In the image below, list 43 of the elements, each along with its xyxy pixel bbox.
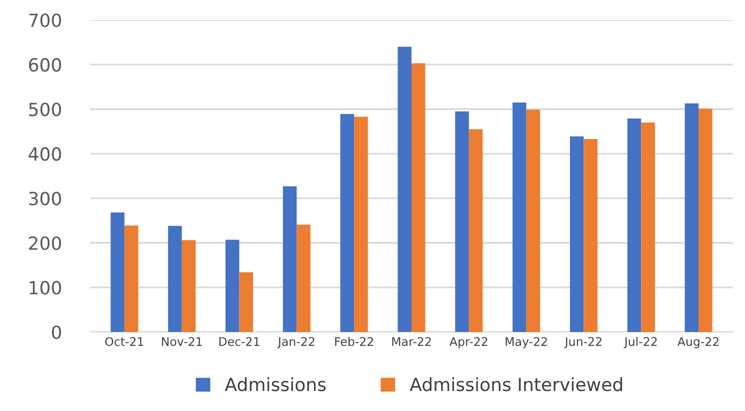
y-tick-label: 500 bbox=[29, 102, 62, 116]
x-tick-label: Aug-22 bbox=[677, 337, 719, 348]
y-tick-label: 600 bbox=[29, 58, 62, 72]
bar bbox=[570, 136, 584, 332]
bar bbox=[182, 240, 196, 332]
y-tick-label: 400 bbox=[28, 147, 62, 161]
bar bbox=[354, 116, 368, 332]
x-tick-label: Oct-21 bbox=[105, 337, 144, 346]
bar bbox=[455, 111, 469, 332]
bar bbox=[225, 240, 240, 332]
bar bbox=[282, 186, 297, 332]
bar bbox=[168, 226, 182, 332]
bar bbox=[512, 102, 526, 332]
bar bbox=[627, 118, 642, 332]
bar bbox=[398, 46, 412, 332]
bar bbox=[124, 225, 138, 332]
x-tick-label: Jan-22 bbox=[277, 337, 314, 348]
y-tick-label: 700 bbox=[29, 13, 62, 28]
y-tick-label: 300 bbox=[29, 192, 62, 206]
bar bbox=[239, 272, 254, 332]
bar bbox=[468, 129, 483, 332]
legend-label: Admissions Interviewed bbox=[410, 377, 622, 392]
bar bbox=[684, 103, 699, 332]
y-tick-label: 200 bbox=[29, 236, 62, 250]
x-tick-label: Feb-22 bbox=[335, 336, 373, 346]
x-tick-label: Nov-21 bbox=[162, 337, 202, 346]
x-tick-label: Mar-22 bbox=[392, 337, 431, 346]
bar bbox=[110, 212, 124, 332]
bar bbox=[584, 139, 598, 332]
x-tick-label: Apr-22 bbox=[450, 337, 488, 348]
bar bbox=[340, 114, 354, 332]
y-tick-label: 100 bbox=[30, 280, 62, 295]
bar bbox=[641, 122, 655, 332]
x-tick-label: Dec-21 bbox=[219, 337, 260, 346]
x-tick-label: Jun-22 bbox=[564, 337, 602, 348]
x-tick-label: Jul-22 bbox=[624, 336, 657, 348]
bar bbox=[296, 224, 310, 332]
bar bbox=[526, 110, 540, 332]
y-tick-label: 0 bbox=[52, 325, 62, 340]
bar bbox=[698, 108, 712, 332]
bar bbox=[412, 63, 426, 332]
legend-label: Admissions bbox=[224, 377, 326, 392]
x-tick-label: May-22 bbox=[506, 337, 547, 348]
